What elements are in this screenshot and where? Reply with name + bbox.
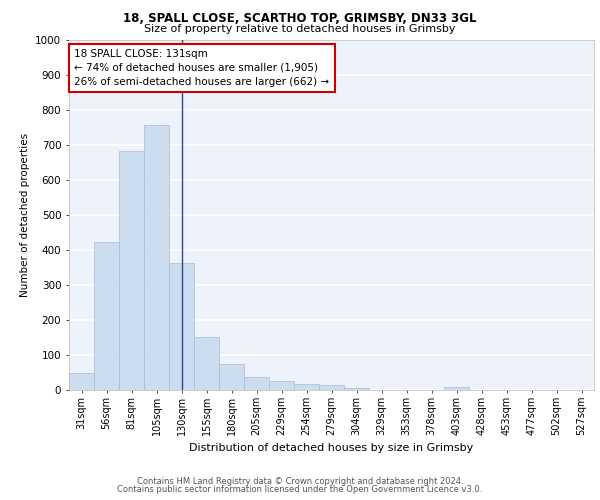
- Bar: [319, 385, 344, 390]
- Text: 18, SPALL CLOSE, SCARTHO TOP, GRIMSBY, DN33 3GL: 18, SPALL CLOSE, SCARTHO TOP, GRIMSBY, D…: [123, 12, 477, 26]
- Bar: [119, 152, 144, 390]
- Bar: [219, 364, 244, 390]
- Y-axis label: Number of detached properties: Number of detached properties: [20, 133, 29, 297]
- Bar: [294, 384, 319, 390]
- Text: Size of property relative to detached houses in Grimsby: Size of property relative to detached ho…: [144, 24, 456, 34]
- Bar: [344, 388, 369, 390]
- Text: Contains HM Land Registry data © Crown copyright and database right 2024.: Contains HM Land Registry data © Crown c…: [137, 477, 463, 486]
- Bar: [194, 337, 219, 390]
- Bar: [269, 381, 294, 390]
- Bar: [144, 125, 169, 390]
- Text: 18 SPALL CLOSE: 131sqm
← 74% of detached houses are smaller (1,905)
26% of semi-: 18 SPALL CLOSE: 131sqm ← 74% of detached…: [74, 49, 329, 87]
- X-axis label: Distribution of detached houses by size in Grimsby: Distribution of detached houses by size …: [190, 444, 473, 454]
- Bar: [69, 372, 94, 390]
- Bar: [169, 263, 194, 390]
- Bar: [444, 386, 469, 390]
- Bar: [94, 242, 119, 390]
- Bar: [244, 377, 269, 390]
- Text: Contains public sector information licensed under the Open Government Licence v3: Contains public sector information licen…: [118, 485, 482, 494]
